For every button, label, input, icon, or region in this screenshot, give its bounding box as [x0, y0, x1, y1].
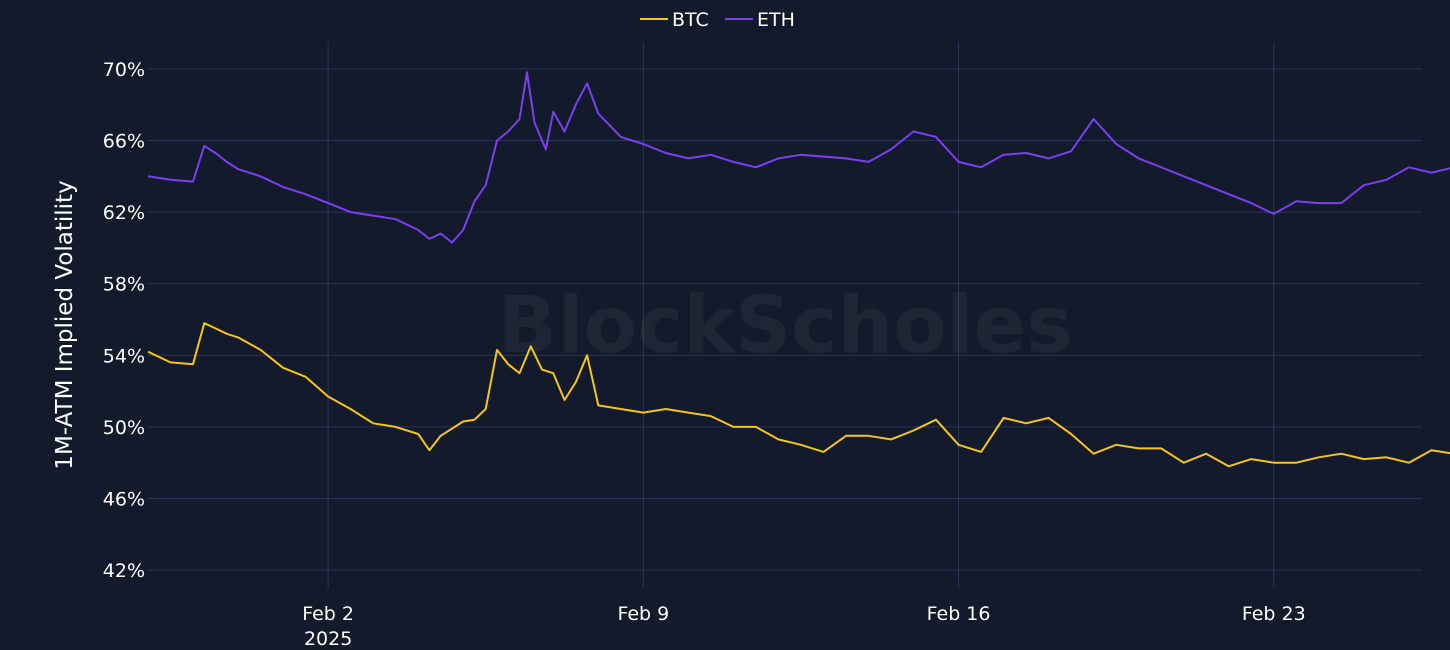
legend-label: ETH [757, 9, 795, 31]
x-tick-label: Feb 23 [1242, 603, 1306, 625]
series-line-eth [147, 71, 1450, 244]
y-tick-label: 66% [103, 130, 145, 152]
x-tick-sublabel: 2025 [304, 628, 352, 650]
y-tick-label: 70% [103, 59, 145, 81]
y-tick-label: 50% [103, 417, 145, 439]
series-line-btc [147, 322, 1450, 468]
y-axis: 42% 46% 50% 54% 58% 62% 66% 70% [103, 59, 145, 582]
y-axis-title: 1M-ATM Implied Volatility [52, 180, 78, 469]
y-tick-label: 58% [103, 274, 145, 296]
y-tick-label: 62% [103, 202, 145, 224]
grid [148, 42, 1422, 588]
x-tick-label: Feb 9 [617, 603, 669, 625]
watermark: BlockScholes [497, 281, 1072, 371]
legend-label: BTC [672, 9, 709, 31]
x-axis: Feb 2 2025 Feb 9 Feb 16 Feb 23 [302, 603, 1305, 650]
y-tick-label: 46% [103, 488, 145, 510]
y-tick-label: 54% [103, 345, 145, 367]
x-tick-label: Feb 16 [927, 603, 991, 625]
legend[interactable]: BTC ETH [640, 9, 795, 31]
series-lines [147, 71, 1450, 468]
legend-item-eth[interactable]: ETH [725, 9, 795, 31]
y-tick-label: 42% [103, 560, 145, 582]
legend-item-btc[interactable]: BTC [640, 9, 709, 31]
x-tick-label: Feb 2 [302, 603, 354, 625]
